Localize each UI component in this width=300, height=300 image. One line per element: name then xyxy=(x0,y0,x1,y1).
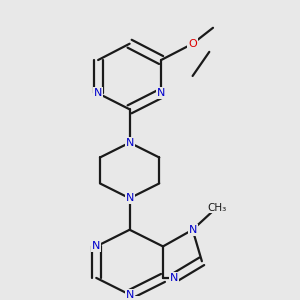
Text: CH₃: CH₃ xyxy=(207,202,226,212)
Text: N: N xyxy=(125,193,134,203)
Text: N: N xyxy=(92,242,100,251)
Text: N: N xyxy=(94,88,102,98)
Text: N: N xyxy=(125,290,134,300)
Text: N: N xyxy=(188,225,197,235)
Text: N: N xyxy=(157,88,165,98)
Text: N: N xyxy=(125,138,134,148)
Text: O: O xyxy=(188,39,197,49)
Text: N: N xyxy=(170,273,178,283)
